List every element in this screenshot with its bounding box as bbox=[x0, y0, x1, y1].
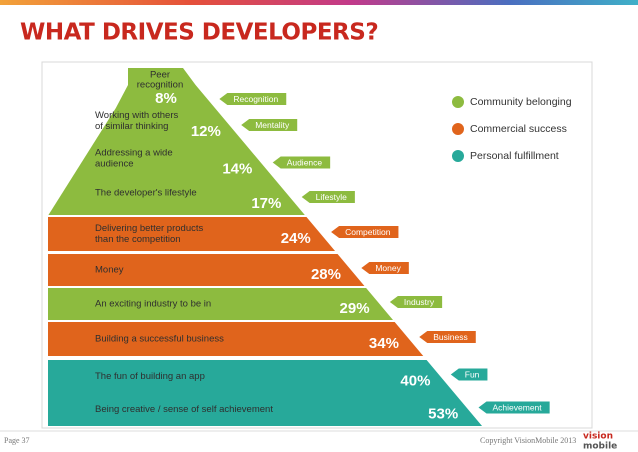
pyramid-row bbox=[48, 322, 424, 356]
legend-marker bbox=[452, 123, 464, 135]
tag-arrow bbox=[419, 331, 476, 343]
row-label: Peer bbox=[150, 70, 170, 81]
logo-bottom: mobile bbox=[583, 442, 617, 452]
row-label: Addressing a wide bbox=[95, 148, 173, 159]
tag-arrow bbox=[272, 156, 331, 169]
tag-label: Fun bbox=[465, 369, 480, 379]
pyramid-row bbox=[48, 217, 336, 251]
legend-label: Community belonging bbox=[470, 96, 572, 108]
value-label: 28% bbox=[311, 266, 341, 283]
pyramid-row bbox=[48, 288, 393, 320]
row-label: audience bbox=[95, 159, 134, 170]
row-label: of similar thinking bbox=[95, 121, 168, 132]
row-label: Money bbox=[95, 265, 124, 276]
pyramid-row bbox=[68, 146, 278, 183]
tag-arrow bbox=[389, 296, 443, 308]
page-number: Page 37 bbox=[4, 436, 30, 445]
value-label: 29% bbox=[340, 300, 370, 317]
tag-label: Audience bbox=[287, 157, 323, 167]
row-label: Working with others bbox=[95, 110, 178, 121]
tag-label: Recognition bbox=[233, 94, 278, 104]
tag-label: Money bbox=[375, 263, 401, 273]
value-label: 34% bbox=[369, 335, 399, 352]
tag-label: Industry bbox=[404, 297, 435, 307]
tag-label: Mentality bbox=[255, 120, 290, 130]
logo-top: vision bbox=[583, 432, 613, 442]
tag-label: Business bbox=[433, 332, 468, 342]
tag-label: Lifestyle bbox=[316, 192, 347, 202]
pyramid-row bbox=[48, 254, 365, 286]
row-label: Delivering better products bbox=[95, 223, 203, 234]
pyramid-row bbox=[48, 393, 483, 426]
legend-marker bbox=[452, 150, 464, 162]
row-label: Building a successful business bbox=[95, 334, 224, 345]
row-label: recognition bbox=[137, 80, 183, 91]
tag-label: Competition bbox=[345, 227, 391, 237]
pyramid-row bbox=[48, 183, 305, 215]
value-label: 17% bbox=[251, 195, 281, 212]
tag-arrow bbox=[219, 93, 287, 105]
row-label: The developer's lifestyle bbox=[95, 188, 197, 199]
value-label: 24% bbox=[281, 230, 311, 247]
top-bar bbox=[0, 0, 638, 5]
value-label: 53% bbox=[428, 405, 458, 422]
tag-arrow bbox=[301, 191, 355, 203]
pyramid-row bbox=[48, 360, 455, 393]
row-label: An exciting industry to be in bbox=[95, 299, 211, 310]
slide-title: WHAT DRIVES DEVELOPERS? bbox=[20, 20, 378, 46]
pyramid-row bbox=[91, 108, 247, 146]
tag-label: Achievement bbox=[493, 402, 543, 412]
legend-label: Personal fulfillment bbox=[470, 150, 559, 162]
row-label: Being creative / sense of self achieveme… bbox=[95, 404, 273, 415]
tag-arrow bbox=[241, 119, 298, 131]
value-label: 8% bbox=[155, 90, 177, 107]
tag-arrow bbox=[361, 262, 409, 274]
value-label: 14% bbox=[222, 160, 252, 177]
tag-arrow bbox=[331, 226, 399, 238]
tag-arrow bbox=[450, 368, 488, 381]
row-label: than the competition bbox=[95, 234, 181, 245]
row-label: The fun of building an app bbox=[95, 371, 205, 382]
tag-arrow bbox=[478, 401, 550, 414]
copyright: Copyright VisionMobile 2013 bbox=[480, 436, 576, 445]
legend-label: Commercial success bbox=[470, 123, 567, 135]
value-label: 12% bbox=[191, 123, 221, 140]
value-label: 40% bbox=[400, 372, 430, 389]
legend-marker bbox=[452, 96, 464, 108]
pyramid-row bbox=[115, 68, 215, 108]
